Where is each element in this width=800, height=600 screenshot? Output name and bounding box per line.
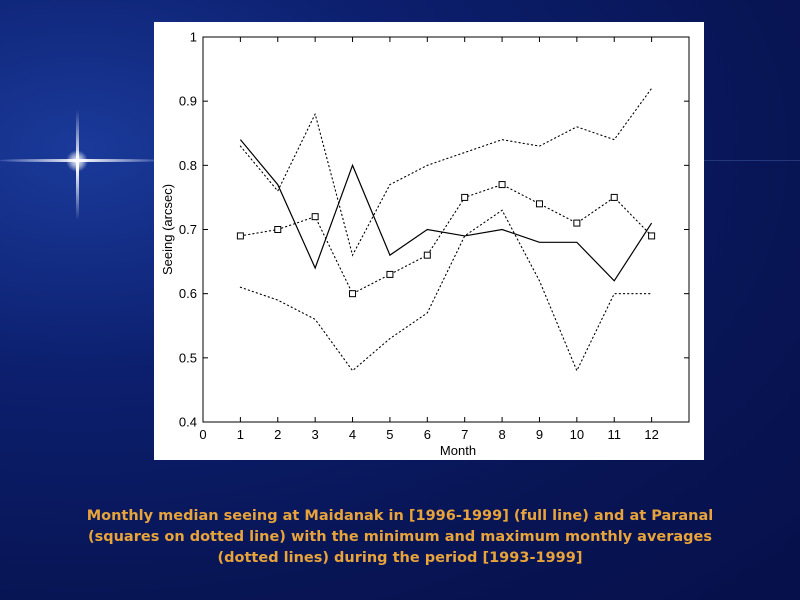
y-tick-label: 1	[190, 30, 197, 45]
paranal-square-marker	[535, 200, 543, 208]
x-tick-label: 2	[274, 427, 281, 442]
y-tick-label: 0.6	[179, 286, 197, 301]
paranal-square-marker	[311, 213, 319, 221]
y-tick-label: 0.9	[179, 94, 197, 109]
y-axis-label: Seeing (arcsec)	[160, 184, 175, 275]
paranal-square-marker	[274, 226, 282, 233]
y-tick-label: 0.7	[179, 222, 197, 237]
paranal-square-marker	[236, 232, 244, 240]
paranal-square-marker	[423, 251, 431, 259]
y-tick-label: 0.8	[179, 158, 197, 173]
x-tick-label: 6	[424, 427, 431, 442]
paranal-square-marker	[648, 232, 656, 240]
paranal-square-marker	[610, 193, 618, 201]
paranal-square-marker	[386, 270, 394, 278]
paranal-min-line	[239, 209, 653, 373]
x-tick-label: 10	[570, 427, 584, 442]
paranal-square-marker	[573, 219, 581, 227]
maidanak-median-line	[239, 139, 653, 282]
y-tick-label: 0.5	[179, 350, 197, 365]
x-axis-label: Month	[440, 443, 476, 458]
x-tick-label: 9	[536, 427, 543, 442]
seeing-chart: 0 1 2 3 4 5 6 7 8 9 10 11 120.40.50.60.70.80.91 Mont…	[160, 30, 690, 458]
axes-layer: 0 1 2 3 4 5 6 7 8 9 10 11 120.40.50.60.70.80.91	[179, 30, 690, 442]
x-tick-label: 0	[199, 427, 206, 442]
chart-panel: 0 1 2 3 4 5 6 7 8 9 10 11 12 0.4 0.5 0.6 0.7 0.8 0.9 1 Mont…	[154, 22, 704, 460]
figure-caption: Monthly median seeing at Maidanak in [19…	[86, 508, 714, 566]
y-tick-label: 0.4	[179, 415, 197, 430]
paranal-square-marker	[498, 181, 506, 189]
series-layer	[236, 87, 656, 373]
lens-flare-core	[66, 150, 88, 172]
x-tick-label: 12	[644, 427, 658, 442]
paranal-square-marker	[461, 193, 469, 201]
x-tick-label: 7	[461, 427, 468, 442]
x-tick-label: 11	[607, 427, 621, 442]
x-tick-label: 4	[349, 427, 356, 442]
paranal-square-marker	[349, 290, 357, 298]
x-tick-label: 5	[386, 427, 393, 442]
paranal-median-line	[239, 183, 653, 295]
paranal-max-line	[239, 87, 653, 257]
x-tick-label: 8	[498, 427, 505, 442]
x-tick-label: 1	[237, 427, 244, 442]
x-tick-label: 3	[312, 427, 319, 442]
